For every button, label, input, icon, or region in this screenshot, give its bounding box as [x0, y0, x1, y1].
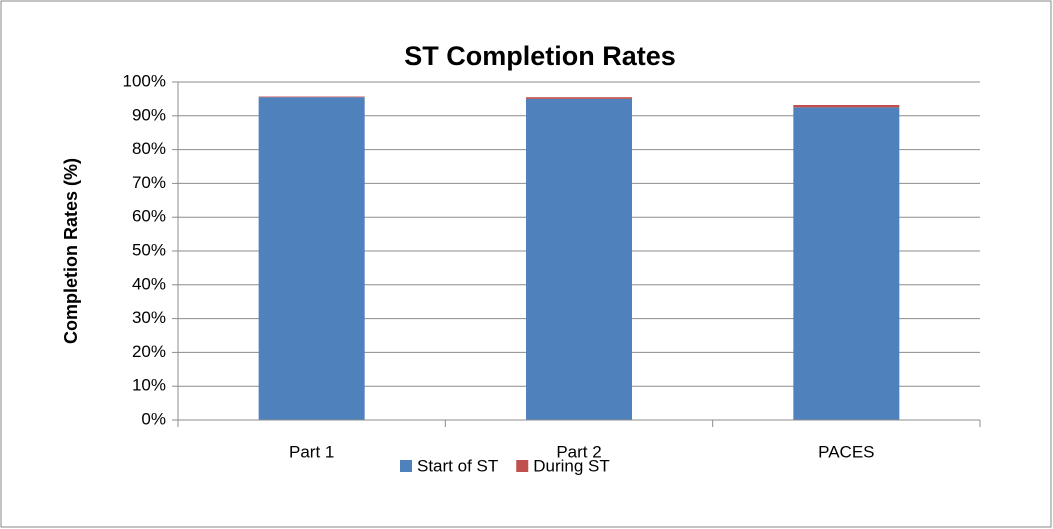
- bar-segment: [258, 96, 365, 98]
- x-tick-label: PACES: [818, 442, 874, 461]
- x-tick-label: Part 1: [289, 442, 334, 461]
- y-tick-label: 100%: [123, 71, 166, 90]
- bar-segment: [793, 104, 900, 108]
- x-tick-label: Part 2: [556, 442, 601, 461]
- legend-swatch: [400, 460, 412, 472]
- y-tick-label: 30%: [132, 308, 166, 327]
- legend-label: During ST: [533, 456, 610, 475]
- chart-title: ST Completion Rates: [404, 41, 676, 71]
- bar-segment: [526, 97, 632, 99]
- y-tick-label: 90%: [132, 105, 166, 124]
- bar-segment: [526, 98, 632, 421]
- y-tick-label: 10%: [132, 376, 166, 395]
- y-tick-label: 0%: [141, 409, 166, 428]
- y-tick-label: 40%: [132, 274, 166, 293]
- y-tick-label: 20%: [132, 342, 166, 361]
- legend-label: Start of ST: [417, 456, 498, 475]
- y-axis-label: Completion Rates (%): [61, 158, 81, 344]
- bar-segment: [793, 107, 900, 420]
- bar-segment: [258, 97, 365, 421]
- y-tick-label: 60%: [132, 207, 166, 226]
- y-tick-label: 80%: [132, 139, 166, 158]
- y-tick-label: 70%: [132, 173, 166, 192]
- y-tick-label: 50%: [132, 240, 166, 259]
- legend-swatch: [516, 460, 529, 472]
